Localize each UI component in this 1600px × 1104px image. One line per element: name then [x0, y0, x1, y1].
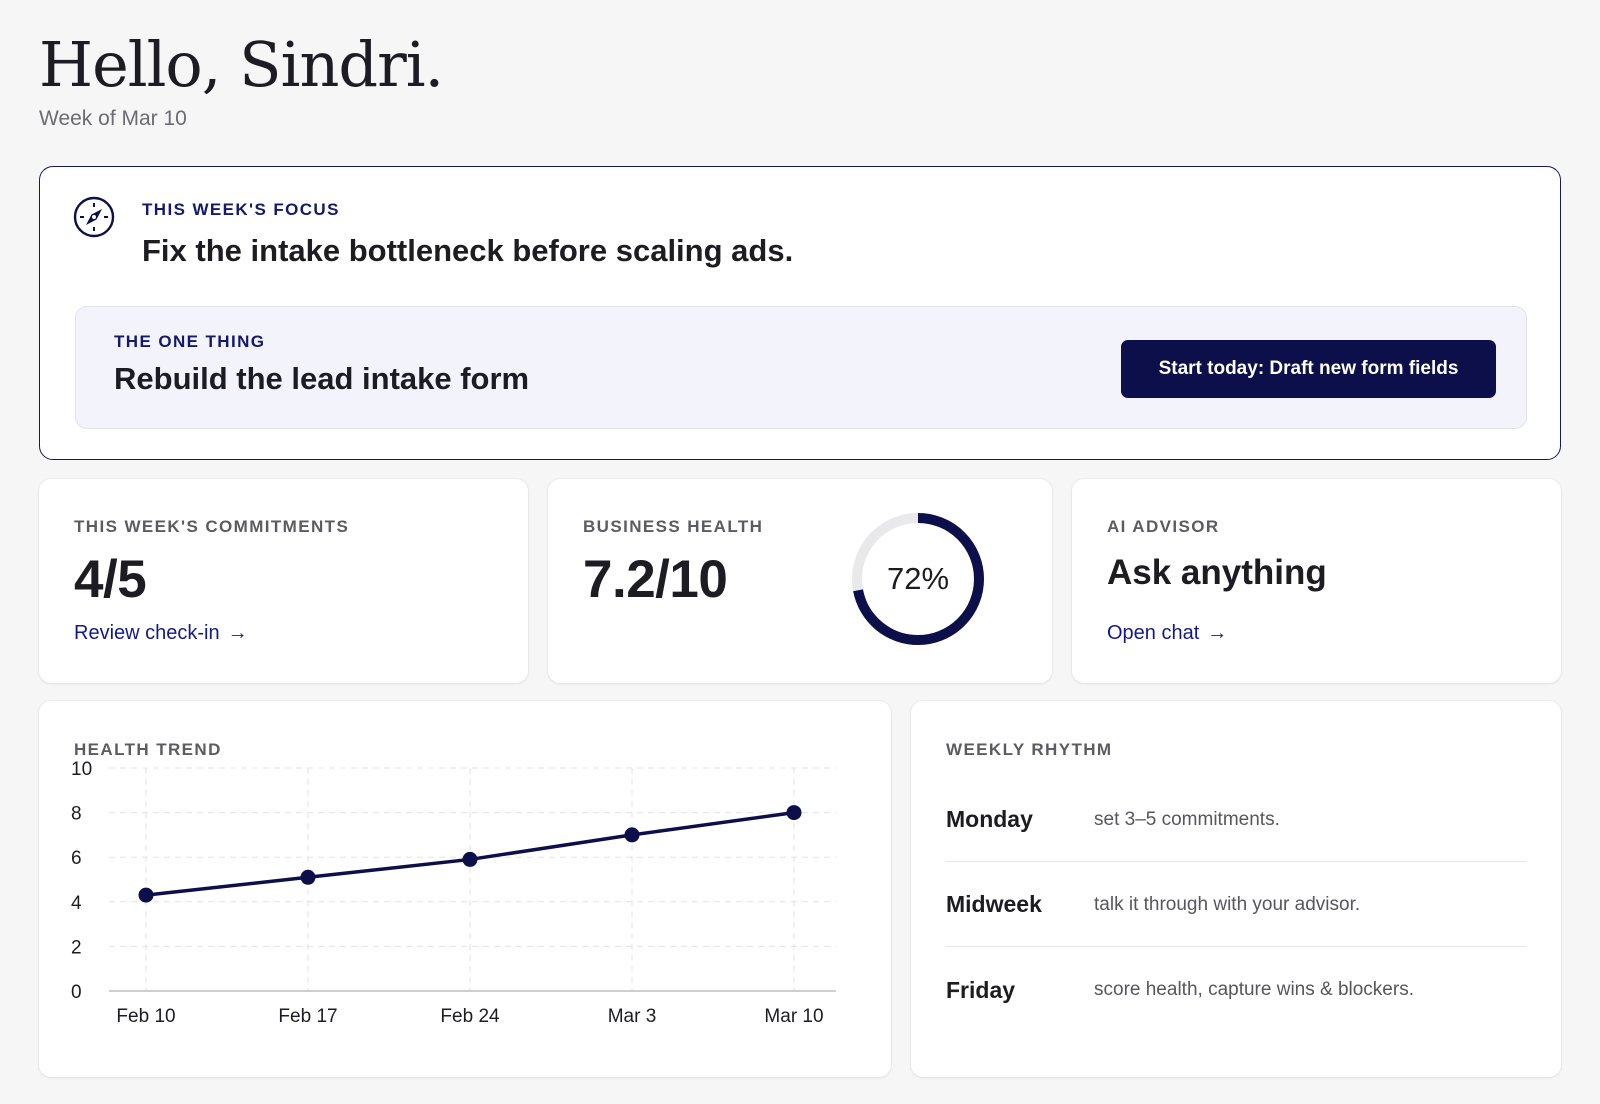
y-tick-label: 10 — [71, 759, 92, 780]
business-health-card: BUSINESS HEALTH 7.2/10 72% — [548, 479, 1052, 683]
commitments-eyebrow: THIS WEEK'S COMMITMENTS — [74, 517, 350, 536]
greeting-title: Hello, Sindri. — [39, 28, 444, 101]
open-chat-label: Open chat — [1107, 622, 1200, 644]
data-point — [462, 851, 478, 867]
one-thing-eyebrow: THE ONE THING — [114, 332, 266, 351]
data-point — [624, 827, 640, 843]
one-thing-panel: THE ONE THING Rebuild the lead intake fo… — [75, 306, 1527, 429]
rhythm-row-monday: Monday set 3–5 commitments. — [946, 778, 1526, 862]
health-trend-chart: 0 2 4 6 8 10 Feb 10 Feb 17 Feb 24 Mar 3 Mar 10 — [71, 759, 836, 1027]
y-tick-label: 2 — [71, 937, 82, 958]
x-tick-label: Mar 3 — [608, 1006, 657, 1027]
health-donut — [852, 513, 984, 645]
rhythm-day: Midweek — [946, 891, 1042, 917]
weekly-focus-card: THIS WEEK'S FOCUS Fix the intake bottlen… — [39, 166, 1561, 460]
advisor-eyebrow: AI ADVISOR — [1107, 517, 1220, 536]
rhythm-row-friday: Friday score health, capture wins & bloc… — [946, 948, 1526, 1032]
health-percent-label: 72% — [886, 561, 950, 596]
ai-advisor-card: AI ADVISOR Ask anything Open chat → — [1072, 479, 1561, 683]
x-tick-label: Mar 10 — [764, 1006, 823, 1027]
rhythm-day: Friday — [946, 976, 1016, 1003]
rhythm-desc: set 3–5 commitments. — [1094, 808, 1280, 830]
focus-eyebrow: THIS WEEK'S FOCUS — [142, 200, 340, 219]
rhythm-desc: score health, capture wins & blockers. — [1094, 979, 1414, 1000]
data-point — [786, 805, 802, 821]
weekly-rhythm-card: WEEKLY RHYTHM Monday set 3–5 commitments… — [911, 701, 1561, 1077]
health-trend-card: HEALTH TREND 0 2 4 6 8 10 Feb 10 Feb 17 Feb 24 Ma… — [39, 701, 891, 1077]
donut-progress-arc — [852, 513, 984, 645]
commitments-value: 4/5 — [74, 550, 147, 609]
x-tick-label: Feb 10 — [116, 1006, 175, 1027]
start-today-button[interactable]: Start today: Draft new form fields — [1121, 340, 1496, 398]
data-point — [138, 887, 154, 903]
data-point — [300, 869, 316, 885]
health-value: 7.2/10 — [583, 550, 728, 609]
rhythm-day: Monday — [946, 806, 1033, 832]
y-tick-label: 0 — [71, 982, 82, 1003]
compass-icon — [73, 196, 115, 238]
x-tick-label: Feb 17 — [278, 1006, 337, 1027]
week-subtitle: Week of Mar 10 — [39, 107, 187, 130]
rhythm-eyebrow: WEEKLY RHYTHM — [946, 740, 1113, 759]
commitments-card: THIS WEEK'S COMMITMENTS 4/5 Review check… — [39, 479, 528, 683]
health-eyebrow: BUSINESS HEALTH — [583, 517, 764, 536]
x-tick-label: Feb 24 — [440, 1006, 500, 1027]
rhythm-desc: talk it through with your advisor. — [1094, 893, 1361, 915]
arrow-right-icon: → — [227, 622, 248, 644]
rhythm-row-midweek: Midweek talk it through with your adviso… — [946, 863, 1526, 947]
review-check-in-label: Review check-in — [74, 622, 220, 644]
focus-title: Fix the intake bottleneck before scaling… — [142, 233, 794, 268]
advisor-title: Ask anything — [1107, 553, 1327, 592]
trend-eyebrow: HEALTH TREND — [74, 740, 222, 759]
y-tick-label: 4 — [71, 893, 82, 914]
open-chat-link[interactable]: Open chat → — [1107, 622, 1227, 645]
y-tick-label: 6 — [71, 848, 82, 869]
one-thing-title: Rebuild the lead intake form — [114, 361, 530, 396]
review-check-in-link[interactable]: Review check-in → — [74, 622, 248, 645]
y-tick-label: 8 — [71, 804, 82, 825]
arrow-right-icon: → — [1207, 622, 1228, 644]
